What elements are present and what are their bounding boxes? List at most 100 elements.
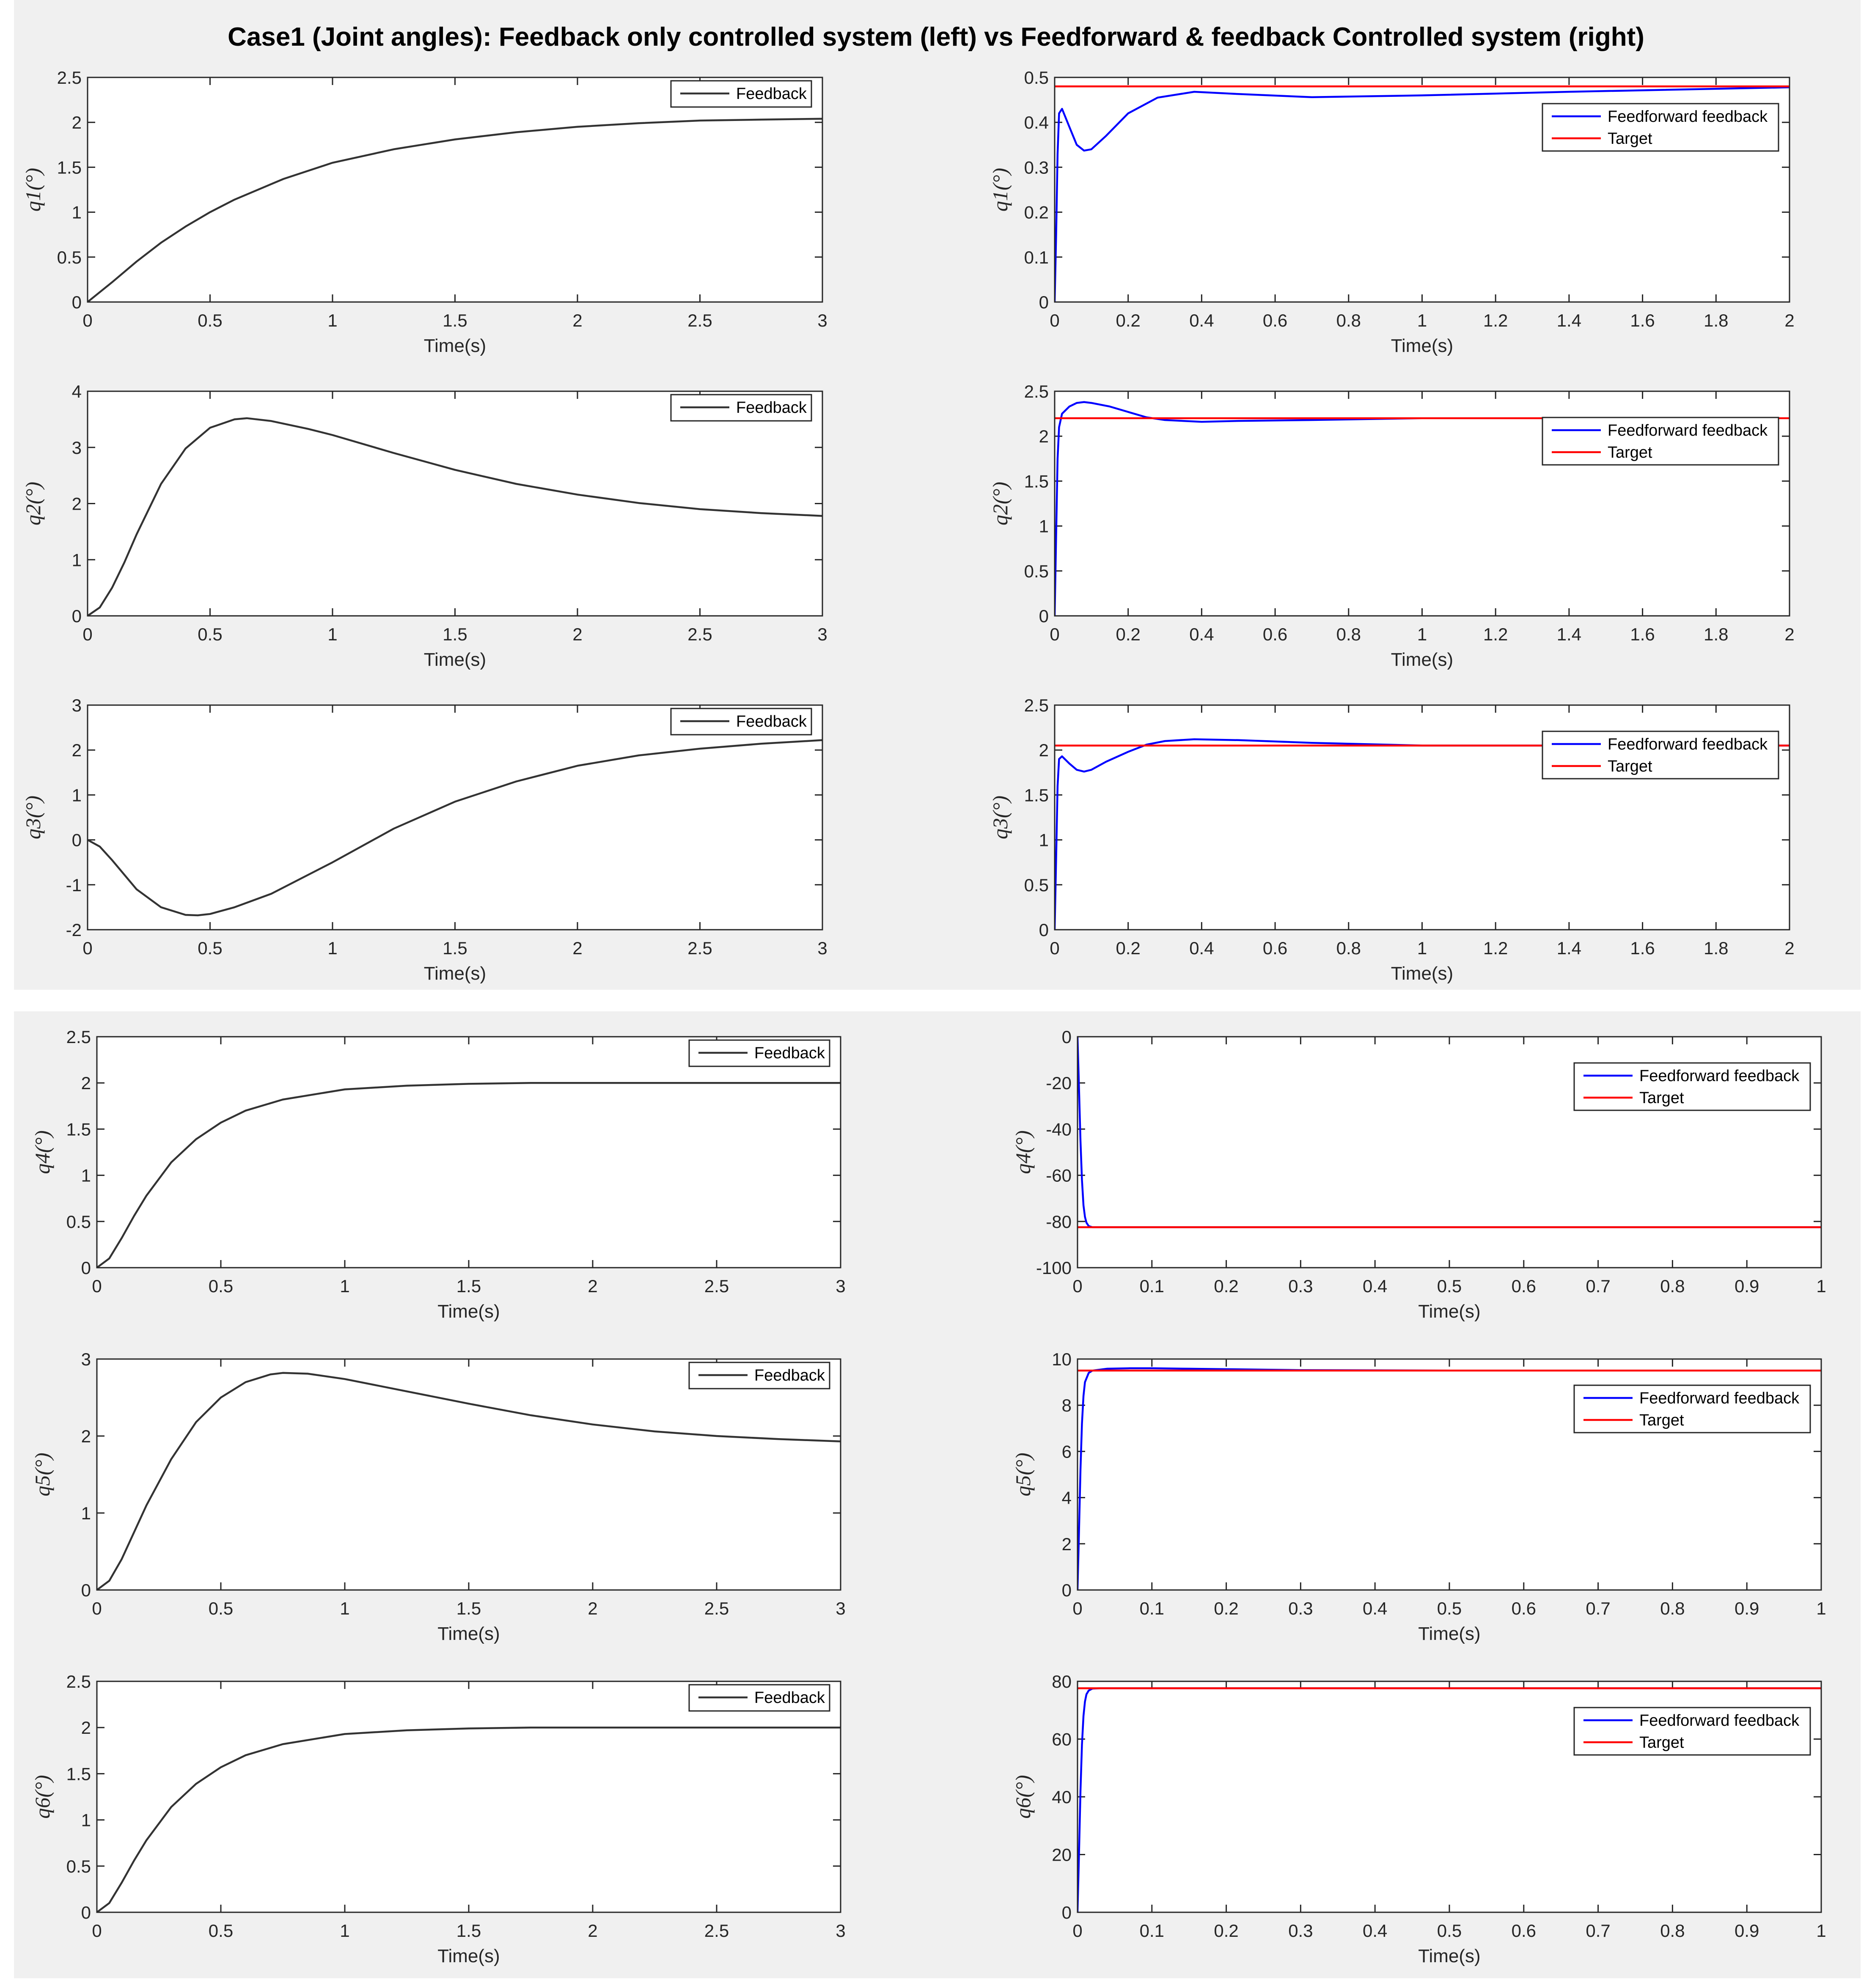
- legend-label: Feedback: [736, 85, 807, 103]
- x-axis-label: Time(s): [1418, 1301, 1480, 1322]
- x-tick-label: 0.4: [1363, 1921, 1387, 1941]
- y-tick-label: 2: [72, 113, 82, 132]
- axes-box: [96, 1358, 841, 1591]
- y-tick-label: 2.5: [66, 1027, 91, 1047]
- x-tick-label: 1.2: [1483, 624, 1508, 644]
- y-tick-label: 1: [1039, 516, 1049, 536]
- x-tick-label: 0.2: [1214, 1921, 1238, 1941]
- y-tick-label: 2: [72, 494, 82, 514]
- y-axis-label: q4(°): [30, 1130, 54, 1174]
- x-axis-label: Time(s): [1391, 335, 1453, 356]
- y-tick-label: 1: [72, 550, 82, 570]
- x-tick-label: 0.5: [1437, 1921, 1462, 1941]
- x-tick-label: 0: [1072, 1598, 1082, 1618]
- axes-background: [88, 77, 822, 302]
- y-tick-label: 2: [72, 740, 82, 760]
- x-tick-label: 0.4: [1363, 1276, 1387, 1296]
- legend: Feedback: [670, 708, 812, 736]
- legend-label: Target: [1608, 130, 1652, 148]
- x-axis-label: Time(s): [437, 1301, 500, 1322]
- subplot-12: 0 0.1 0.2 0.3 0.4 0.5 0.6 0.7 0.8 0.9 1 0 20 40 60 80 Ti…: [1011, 1672, 1826, 1966]
- x-axis-label: Time(s): [424, 649, 486, 670]
- legend-label: Target: [1639, 1734, 1684, 1752]
- y-tick-label: 0: [1062, 1903, 1072, 1922]
- legend-box: [1573, 1062, 1811, 1111]
- x-axis-label: Time(s): [437, 1946, 500, 1966]
- x-tick-label: 1.6: [1630, 310, 1655, 330]
- axes-box: [87, 390, 823, 617]
- y-tick-label: 1.5: [57, 157, 82, 177]
- x-tick-label: 2.5: [704, 1598, 729, 1618]
- y-tick-label: 0.4: [1024, 113, 1049, 132]
- subplot-1: 0 0.5 1 1.5 2 2.5 3 0 0.5 1 1.5 2 2.5 Time(s) q1(°) Fee…: [21, 68, 827, 356]
- x-tick-label: 0.9: [1735, 1276, 1759, 1296]
- y-tick-label: -40: [1046, 1119, 1072, 1139]
- x-tick-label: 1.4: [1557, 938, 1581, 958]
- y-tick-label: 0: [81, 1903, 91, 1922]
- x-tick-label: 1: [1417, 938, 1427, 958]
- subplot-11: 0 0.5 1 1.5 2 2.5 3 0 0.5 1 1.5 2 2.5 Time(s) q6(°) Fee…: [30, 1672, 846, 1966]
- y-tick-label: 1.5: [1024, 471, 1049, 491]
- legend-label: Target: [1608, 444, 1652, 461]
- y-tick-label: 0.1: [1024, 247, 1049, 267]
- y-tick-label: 2: [1039, 740, 1049, 760]
- y-tick-label: 2: [1039, 426, 1049, 446]
- x-tick-label: 1.5: [456, 1276, 481, 1296]
- x-tick-label: 0.1: [1140, 1276, 1164, 1296]
- legend-label: Feedforward feedback: [1639, 1067, 1800, 1085]
- x-tick-label: 1.2: [1483, 310, 1508, 330]
- legend-box: [1573, 1707, 1811, 1756]
- x-tick-label: 0.3: [1288, 1276, 1313, 1296]
- x-tick-label: 0.5: [198, 310, 222, 330]
- x-tick-label: 0.3: [1288, 1598, 1313, 1618]
- y-tick-label: 1: [72, 785, 82, 805]
- legend: Feedforward feedback Target: [1542, 417, 1779, 466]
- x-tick-label: 2: [588, 1921, 597, 1941]
- series-line-1: [97, 1726, 841, 1912]
- x-axis-label: Time(s): [1391, 649, 1453, 670]
- x-tick-label: 0.7: [1586, 1276, 1610, 1296]
- x-tick-label: 1.8: [1704, 310, 1728, 330]
- subplot-5: 0 0.5 1 1.5 2 2.5 3 -2 -1 0 1 2 3 Time(s) q3(°) Feedbac…: [21, 695, 827, 984]
- y-tick-label: 2.5: [1024, 382, 1049, 401]
- y-tick-label: 0: [1062, 1580, 1072, 1600]
- x-tick-label: 0.2: [1116, 310, 1141, 330]
- y-axis-label: q1(°): [988, 168, 1012, 211]
- y-tick-label: 0: [81, 1258, 91, 1278]
- x-tick-label: 3: [836, 1921, 845, 1941]
- x-tick-label: 0.2: [1214, 1276, 1238, 1296]
- y-axis-label: q5(°): [1011, 1453, 1035, 1496]
- y-tick-label: 1: [81, 1810, 91, 1830]
- y-tick-label: 0.2: [1024, 203, 1049, 222]
- x-tick-label: 3: [836, 1598, 845, 1618]
- y-tick-label: 0: [81, 1580, 91, 1600]
- y-tick-label: 2.5: [57, 68, 82, 88]
- legend: Feedforward feedback Target: [1573, 1062, 1811, 1111]
- subplot-7: 0 0.5 1 1.5 2 2.5 3 0 0.5 1 1.5 2 2.5 Time(s) q4(°) Fee…: [30, 1027, 846, 1322]
- y-axis-label: q6(°): [1011, 1775, 1035, 1818]
- x-tick-label: 0.5: [198, 624, 222, 644]
- y-tick-label: 4: [72, 382, 82, 401]
- axes-box: [96, 1680, 841, 1913]
- legend-label: Feedback: [754, 1689, 825, 1707]
- x-tick-label: 3: [817, 310, 827, 330]
- y-tick-label: 6: [1062, 1442, 1072, 1461]
- legend-label: Feedforward feedback: [1608, 422, 1768, 439]
- axes-background: [88, 391, 822, 616]
- legend: Feedback: [688, 1684, 830, 1712]
- x-tick-label: 0.6: [1512, 1276, 1536, 1296]
- y-tick-label: 1.5: [1024, 785, 1049, 805]
- x-tick-label: 0.6: [1512, 1921, 1536, 1941]
- y-tick-label: 4: [1062, 1488, 1072, 1508]
- y-tick-label: 1: [81, 1166, 91, 1186]
- x-tick-label: 2: [588, 1598, 597, 1618]
- axes-box: [96, 1036, 841, 1269]
- x-tick-label: 1: [340, 1921, 349, 1941]
- x-tick-label: 0.8: [1336, 310, 1361, 330]
- x-axis-label: Time(s): [424, 335, 486, 356]
- x-tick-label: 1.4: [1557, 310, 1581, 330]
- axes-box: [1054, 77, 1790, 303]
- subplot-8: 0 0.1 0.2 0.3 0.4 0.5 0.6 0.7 0.8 0.9 1 -100 -80 -60 -…: [1011, 1027, 1826, 1322]
- x-tick-label: 1.6: [1630, 938, 1655, 958]
- x-tick-label: 1.5: [456, 1598, 481, 1618]
